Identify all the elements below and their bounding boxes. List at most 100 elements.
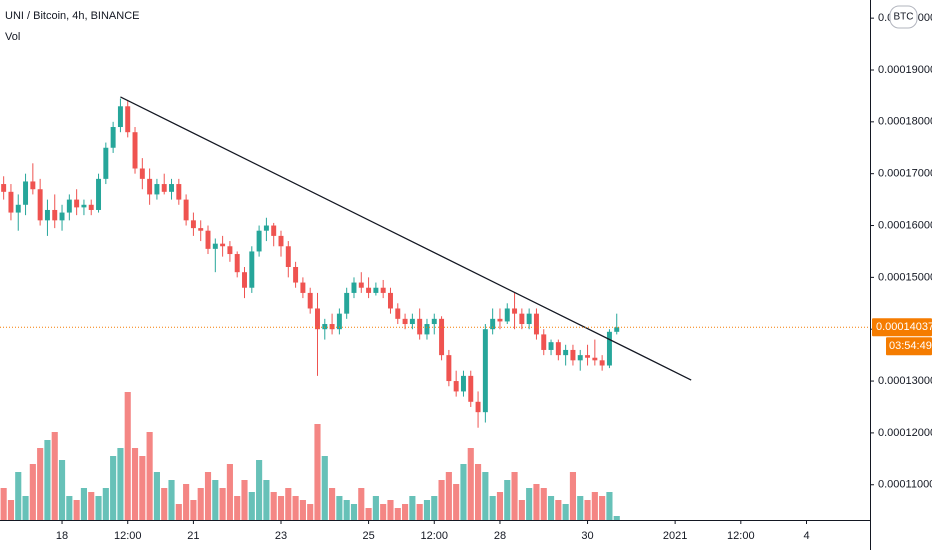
candle-body bbox=[8, 191, 14, 213]
candle-body bbox=[533, 313, 539, 335]
candle-body bbox=[293, 266, 299, 283]
x-tick-label: 2021 bbox=[663, 530, 687, 542]
x-tick-label: 12:00 bbox=[114, 530, 142, 542]
last-price-label: 0.00014037 bbox=[876, 321, 932, 333]
volume-bar bbox=[518, 500, 525, 520]
volume-bar bbox=[256, 460, 263, 520]
candle-body bbox=[322, 324, 328, 330]
volume-bar bbox=[307, 504, 314, 520]
candle-body bbox=[307, 292, 313, 309]
x-tick-label: 28 bbox=[494, 530, 506, 542]
volume-bar bbox=[299, 500, 306, 520]
candle-body bbox=[59, 212, 65, 221]
y-tick-label: 0.00017000 bbox=[878, 168, 932, 180]
x-tick-label: 4 bbox=[803, 530, 809, 542]
candle-body bbox=[52, 209, 58, 221]
candle-body bbox=[482, 329, 488, 413]
x-tick-label: 23 bbox=[275, 530, 287, 542]
candle-body bbox=[548, 342, 554, 350]
candle-body bbox=[1, 184, 7, 192]
candle-body bbox=[176, 184, 182, 200]
plot-layer bbox=[0, 96, 870, 520]
volume-bar bbox=[394, 508, 401, 520]
volume-bar bbox=[533, 484, 540, 520]
volume-bar bbox=[402, 504, 409, 520]
volume-bar bbox=[51, 432, 58, 520]
volume-bar bbox=[241, 480, 248, 520]
candle-body bbox=[380, 287, 386, 293]
volume-bar bbox=[329, 488, 336, 520]
volume-bar bbox=[599, 496, 606, 520]
volume-bar bbox=[110, 456, 117, 520]
volume-bar bbox=[511, 472, 518, 520]
volume-bar bbox=[526, 488, 533, 520]
candle-body bbox=[96, 178, 102, 210]
countdown-label: 03:54:49 bbox=[889, 340, 932, 352]
volume-bar bbox=[44, 440, 51, 520]
volume-bar bbox=[380, 504, 387, 520]
candle-body bbox=[169, 184, 174, 192]
candle-body bbox=[249, 251, 255, 288]
x-tick-label: 12:00 bbox=[421, 530, 449, 542]
volume-bar bbox=[467, 448, 474, 520]
candle-body bbox=[475, 401, 481, 413]
candle-body bbox=[563, 349, 569, 356]
y-tick-label: 0.00013000 bbox=[878, 375, 932, 387]
x-tick-label: 25 bbox=[362, 530, 374, 542]
volume-bar bbox=[139, 456, 146, 520]
volume-bar bbox=[292, 496, 299, 520]
volume-bar bbox=[336, 496, 343, 520]
candle-body bbox=[453, 381, 459, 392]
volume-label: Vol bbox=[5, 31, 20, 43]
volume-bar bbox=[416, 504, 423, 520]
candle-body bbox=[37, 189, 43, 221]
y-tick-label: 0.00016000 bbox=[878, 219, 932, 231]
candle-body bbox=[585, 355, 591, 358]
volume-bar bbox=[314, 424, 321, 520]
candle-body bbox=[315, 308, 320, 330]
volume-bar bbox=[226, 464, 233, 520]
volume-bar bbox=[161, 488, 168, 520]
candle-body bbox=[139, 168, 145, 179]
volume-bar bbox=[438, 480, 445, 520]
volume-bar bbox=[445, 472, 452, 520]
volume-bar bbox=[482, 472, 489, 520]
volume-bar bbox=[423, 500, 431, 520]
volume-bar bbox=[197, 488, 204, 520]
volume-bar bbox=[372, 496, 379, 520]
volume-bar bbox=[190, 500, 197, 520]
candle-body bbox=[44, 209, 50, 221]
volume-bar bbox=[489, 496, 496, 520]
candle-body bbox=[541, 334, 547, 350]
candle-body bbox=[526, 313, 532, 325]
candle-body bbox=[519, 313, 525, 325]
volume-bar bbox=[204, 472, 212, 520]
candle-body bbox=[468, 375, 474, 402]
candle-body bbox=[395, 308, 401, 319]
trendline bbox=[120, 96, 692, 381]
last-price-box bbox=[872, 318, 932, 337]
volume-bar bbox=[358, 488, 365, 520]
volume-bar bbox=[175, 504, 182, 520]
candle-body bbox=[23, 181, 29, 205]
candle-body bbox=[220, 243, 226, 247]
volume-bar bbox=[277, 496, 285, 520]
volume-bar bbox=[219, 488, 226, 520]
candle-body bbox=[446, 355, 452, 382]
candle-body bbox=[336, 313, 342, 330]
candle-body bbox=[577, 355, 583, 361]
candle-body bbox=[570, 349, 576, 361]
volume-bar bbox=[0, 488, 7, 520]
candle-body bbox=[15, 204, 21, 213]
volume-bar bbox=[7, 500, 15, 520]
volume-bar bbox=[153, 472, 160, 520]
volume-bar bbox=[80, 488, 87, 520]
volume-bar bbox=[431, 496, 438, 520]
candle-body bbox=[373, 287, 379, 293]
candle-body bbox=[81, 204, 87, 208]
volume-bar bbox=[263, 480, 270, 520]
candle-body bbox=[504, 308, 510, 322]
currency-button[interactable]: BTC bbox=[889, 5, 918, 29]
